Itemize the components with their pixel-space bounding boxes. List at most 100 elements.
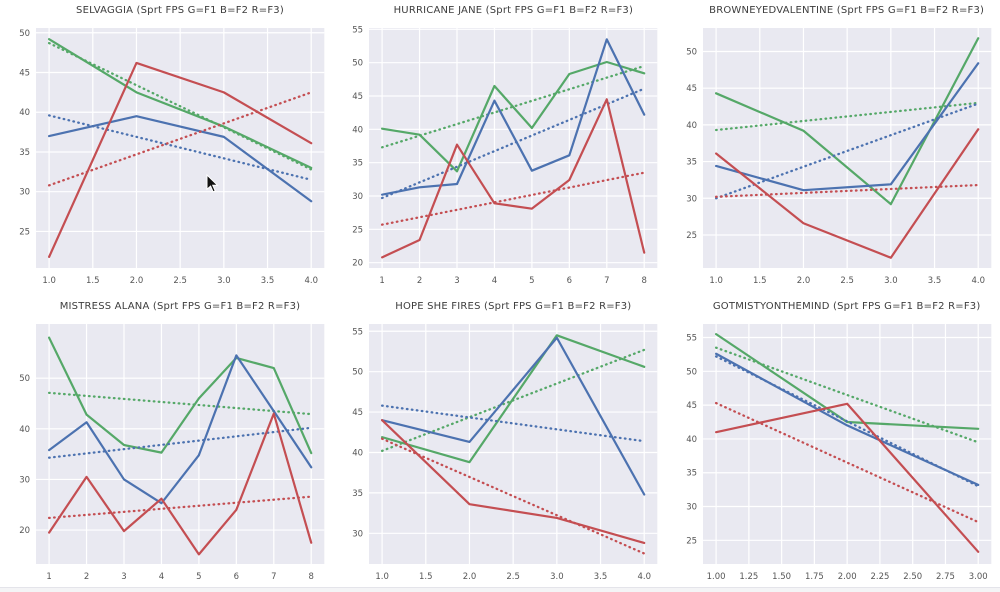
svg-text:40: 40 bbox=[686, 121, 697, 131]
svg-text:3.0: 3.0 bbox=[884, 276, 898, 286]
svg-text:1.00: 1.00 bbox=[706, 572, 725, 582]
plot-canvas: 1.0 1.5 2.0 2.5 3.0 3.5 4.0 30 35 40 45 50 55 bbox=[353, 324, 658, 582]
mouse-cursor bbox=[206, 174, 219, 193]
subplot-title: BROWNEYEDVALENTINE (Sprt FPS G=F1 B=F2 R… bbox=[709, 5, 985, 16]
svg-text:25: 25 bbox=[686, 231, 697, 241]
series-F1-green bbox=[381, 334, 646, 464]
series-F3-red bbox=[381, 98, 646, 259]
svg-text:5: 5 bbox=[530, 276, 535, 286]
svg-text:2.0: 2.0 bbox=[796, 276, 810, 286]
svg-text:35: 35 bbox=[353, 489, 364, 499]
svg-text:1.25: 1.25 bbox=[739, 572, 758, 582]
svg-text:1.5: 1.5 bbox=[419, 572, 433, 582]
svg-text:1.5: 1.5 bbox=[753, 276, 767, 286]
svg-text:50: 50 bbox=[353, 368, 364, 378]
series-F2-blue bbox=[381, 336, 646, 496]
svg-text:2.25: 2.25 bbox=[870, 572, 889, 582]
svg-text:55: 55 bbox=[686, 334, 697, 344]
svg-text:5: 5 bbox=[196, 572, 201, 582]
svg-text:1.0: 1.0 bbox=[709, 276, 723, 286]
svg-text:2.0: 2.0 bbox=[463, 572, 477, 582]
series-F3-red-trend bbox=[47, 495, 313, 520]
series-F1-green-trend bbox=[714, 101, 980, 132]
series-F3-red bbox=[381, 419, 646, 545]
svg-text:2.00: 2.00 bbox=[837, 572, 856, 582]
svg-text:35: 35 bbox=[353, 159, 364, 169]
svg-text:25: 25 bbox=[686, 536, 697, 546]
svg-text:30: 30 bbox=[353, 192, 364, 202]
svg-text:45: 45 bbox=[686, 84, 697, 94]
series-F3-red-trend bbox=[47, 91, 313, 187]
svg-text:50: 50 bbox=[686, 367, 697, 377]
svg-text:20: 20 bbox=[353, 259, 364, 269]
series-F1-green bbox=[48, 336, 313, 455]
plot-canvas: 1.0 1.5 2.0 2.5 3.0 3.5 4.0 25 30 35 40 45 50 bbox=[19, 28, 325, 286]
svg-text:2: 2 bbox=[417, 276, 422, 286]
svg-text:20: 20 bbox=[19, 526, 30, 536]
svg-text:4.0: 4.0 bbox=[638, 572, 652, 582]
series-F1-green-trend bbox=[47, 41, 313, 171]
svg-text:4: 4 bbox=[492, 276, 497, 286]
series-F2-blue-trend bbox=[714, 355, 980, 488]
svg-text:30: 30 bbox=[19, 188, 30, 198]
svg-text:50: 50 bbox=[353, 59, 364, 69]
svg-text:2.0: 2.0 bbox=[130, 276, 144, 286]
svg-text:3.00: 3.00 bbox=[968, 572, 987, 582]
series-F1-green bbox=[381, 60, 646, 173]
series-F3-red-trend bbox=[714, 401, 980, 524]
svg-text:35: 35 bbox=[686, 469, 697, 479]
svg-text:7: 7 bbox=[271, 572, 276, 582]
svg-text:35: 35 bbox=[19, 148, 30, 158]
series-F1-green-trend bbox=[381, 348, 646, 453]
subplot-gotmistyonthemind: GOTMISTYONTHEMIND (Sprt FPS G=F1 B=F2 R=… bbox=[667, 296, 1000, 592]
svg-text:2.5: 2.5 bbox=[840, 276, 854, 286]
svg-text:25: 25 bbox=[353, 225, 364, 235]
series-F2-blue-trend bbox=[47, 426, 313, 459]
svg-text:7: 7 bbox=[604, 276, 609, 286]
svg-text:8: 8 bbox=[309, 572, 314, 582]
svg-text:1.50: 1.50 bbox=[772, 572, 791, 582]
svg-text:45: 45 bbox=[686, 401, 697, 411]
subplot-title: SELVAGGIA (Sprt FPS G=F1 B=F2 R=F3) bbox=[76, 5, 284, 16]
svg-text:1: 1 bbox=[46, 572, 51, 582]
svg-text:50: 50 bbox=[19, 29, 30, 39]
svg-text:30: 30 bbox=[686, 194, 697, 204]
subplot-browneyedvalentine: BROWNEYEDVALENTINE (Sprt FPS G=F1 B=F2 R… bbox=[667, 0, 1000, 296]
series-F3-red bbox=[714, 128, 979, 259]
svg-text:4.0: 4.0 bbox=[971, 276, 985, 286]
svg-text:40: 40 bbox=[19, 425, 30, 435]
series-F1-green bbox=[714, 37, 979, 206]
series-F2-blue-trend bbox=[381, 87, 646, 200]
plot-canvas: 1 2 3 4 5 6 7 8 20 30 40 50 bbox=[19, 324, 325, 582]
svg-text:2.5: 2.5 bbox=[173, 276, 187, 286]
svg-text:2: 2 bbox=[84, 572, 89, 582]
series-F1-green-trend bbox=[714, 346, 980, 444]
svg-text:3.0: 3.0 bbox=[217, 276, 231, 286]
svg-text:4.0: 4.0 bbox=[304, 276, 318, 286]
svg-text:35: 35 bbox=[686, 158, 697, 168]
series-F2-blue bbox=[381, 38, 646, 196]
series-F3-red bbox=[48, 61, 313, 258]
svg-text:1: 1 bbox=[380, 276, 385, 286]
svg-text:3.0: 3.0 bbox=[550, 572, 564, 582]
svg-text:45: 45 bbox=[19, 69, 30, 79]
series-F1-green-trend bbox=[47, 391, 313, 416]
series-F3-red-trend bbox=[714, 183, 980, 198]
svg-text:30: 30 bbox=[686, 503, 697, 513]
series-F2-blue bbox=[48, 354, 313, 505]
svg-text:50: 50 bbox=[19, 374, 30, 384]
svg-text:8: 8 bbox=[642, 276, 647, 286]
window-edge-strip bbox=[0, 587, 1000, 592]
series-F2-blue-trend bbox=[714, 102, 980, 200]
subplot-title: HOPE SHE FIRES (Sprt FPS G=F1 B=F2 R=F3) bbox=[395, 301, 632, 312]
series-F3-red-trend bbox=[381, 171, 646, 226]
svg-text:6: 6 bbox=[234, 572, 239, 582]
svg-text:1.0: 1.0 bbox=[42, 276, 56, 286]
svg-text:4: 4 bbox=[159, 572, 164, 582]
plot-canvas: 1.00 1.25 1.50 1.75 2.00 2.25 2.50 2.75 3.00 25 30… bbox=[686, 324, 991, 582]
series-F3-red bbox=[48, 412, 313, 556]
svg-text:45: 45 bbox=[353, 408, 364, 418]
svg-text:40: 40 bbox=[353, 448, 364, 458]
svg-text:40: 40 bbox=[19, 108, 30, 118]
